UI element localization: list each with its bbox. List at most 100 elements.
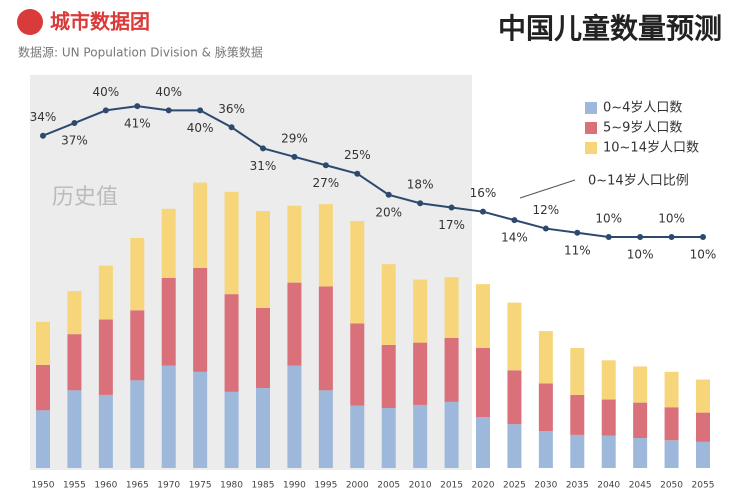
data-label: 40% xyxy=(187,121,214,135)
bar-segment xyxy=(287,365,302,468)
ratio-point xyxy=(291,153,298,160)
bar-segment xyxy=(413,279,428,343)
bar-segment xyxy=(413,342,428,405)
legend-swatch xyxy=(585,142,597,154)
bar-segment xyxy=(696,412,710,442)
x-tick-label: 2050 xyxy=(660,481,683,491)
bar-segment xyxy=(444,401,459,468)
bar-segment xyxy=(476,417,490,468)
data-label: 34% xyxy=(30,110,57,124)
x-tick-label: 1960 xyxy=(94,481,117,491)
x-tick-label: 1990 xyxy=(283,481,306,491)
history-shade xyxy=(30,75,472,470)
bar-segment xyxy=(318,204,333,287)
bar-segment xyxy=(570,348,585,395)
bar-segment xyxy=(318,286,333,391)
ratio-point xyxy=(480,208,486,215)
x-tick-label: 1980 xyxy=(220,481,243,491)
x-tick-label: 1970 xyxy=(157,481,180,491)
x-tick-label: 2005 xyxy=(377,481,400,491)
ratio-point xyxy=(417,200,424,207)
bar-segment xyxy=(224,191,239,295)
legend-swatch xyxy=(585,122,597,134)
bar-segment xyxy=(538,331,553,384)
ratio-point xyxy=(134,103,141,110)
bar-segment xyxy=(413,404,428,468)
bar-segment xyxy=(507,302,522,371)
bar-segment xyxy=(130,238,145,311)
data-label: 41% xyxy=(124,117,151,131)
chart-title: 中国儿童数量预测 xyxy=(498,12,722,45)
bar-segment xyxy=(36,321,50,365)
x-tick-label: 2025 xyxy=(503,481,526,491)
x-tick-label: 2015 xyxy=(440,481,463,491)
x-tick-label: 1995 xyxy=(314,481,337,491)
bar-segment xyxy=(161,208,176,278)
x-tick-label: 2000 xyxy=(346,481,369,491)
data-label: 25% xyxy=(344,148,371,162)
bar-segment xyxy=(36,364,50,411)
logo xyxy=(17,9,43,35)
data-label: 27% xyxy=(313,176,340,190)
bar-segment xyxy=(256,308,270,388)
bar-segment xyxy=(98,394,113,468)
data-label: 17% xyxy=(438,218,465,232)
bar-segment xyxy=(664,440,679,468)
ratio-line xyxy=(42,105,703,238)
bar-segment xyxy=(538,431,553,468)
x-tick-label: 1950 xyxy=(32,481,55,491)
x-tick-label: 2045 xyxy=(629,481,652,491)
bar-segment xyxy=(633,438,648,468)
leader-line xyxy=(519,179,576,199)
ratio-point xyxy=(228,124,235,131)
x-tick-label: 2040 xyxy=(597,481,620,491)
line-label: 0~14岁人口比例 xyxy=(588,174,689,189)
bar-segment xyxy=(664,407,679,441)
bar-segment xyxy=(224,391,239,468)
ratio-point xyxy=(102,107,109,114)
ratio-point xyxy=(511,217,518,224)
bar-segment xyxy=(287,205,302,283)
data-label: 18% xyxy=(407,178,434,192)
bar-segment xyxy=(193,268,208,372)
x-tick-label: 2055 xyxy=(692,481,715,491)
ratio-point xyxy=(668,234,675,240)
bar-segment xyxy=(67,334,82,391)
x-tick-label: 1985 xyxy=(252,481,275,491)
bar-segment xyxy=(256,388,270,468)
ratio-point xyxy=(260,145,266,152)
bar-segment xyxy=(633,366,648,403)
x-tick-label: 1975 xyxy=(189,481,212,491)
bar-segment xyxy=(193,182,208,268)
data-label: 10% xyxy=(690,248,717,262)
data-label: 29% xyxy=(281,131,308,145)
data-label: 31% xyxy=(250,159,277,173)
data-label: 36% xyxy=(218,102,245,116)
ratio-point xyxy=(542,225,549,232)
ratio-point xyxy=(448,204,455,211)
legend-label: 0~4岁人口数 xyxy=(603,101,682,116)
data-label: 10% xyxy=(627,248,654,262)
bar-segment xyxy=(381,344,396,408)
bar-segment xyxy=(664,371,679,408)
x-tick-label: 1965 xyxy=(126,481,149,491)
bar-segment xyxy=(67,390,82,468)
ratio-point xyxy=(165,107,172,114)
x-tick-label: 2010 xyxy=(409,481,432,491)
ratio-point xyxy=(197,107,204,114)
x-tick-label: 2030 xyxy=(534,481,557,491)
bar-segment xyxy=(161,365,176,468)
bar-segment xyxy=(36,410,50,468)
bar-segment xyxy=(476,284,490,348)
data-label: 37% xyxy=(61,134,88,148)
ratio-point xyxy=(354,170,361,177)
ratio-point xyxy=(385,191,392,198)
bar-segment xyxy=(381,264,396,345)
bar-segment xyxy=(224,294,239,392)
x-tick-label: 1955 xyxy=(63,481,86,491)
ratio-point xyxy=(574,229,581,236)
data-label: 10% xyxy=(595,212,622,226)
bar-segment xyxy=(696,379,710,413)
bar-segment xyxy=(444,277,459,338)
bar-segment xyxy=(633,402,648,438)
